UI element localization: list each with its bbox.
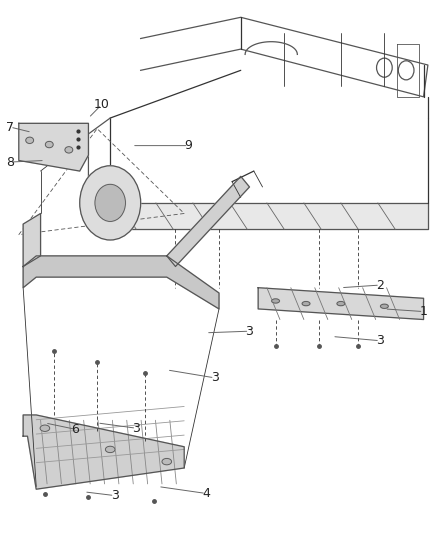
Polygon shape [23,214,41,266]
Text: 3: 3 [211,372,219,384]
Polygon shape [167,176,250,266]
Ellipse shape [26,137,34,143]
Circle shape [95,184,125,221]
Text: 3: 3 [246,325,254,338]
Text: 9: 9 [184,139,192,152]
Polygon shape [23,256,219,309]
Ellipse shape [272,299,279,303]
Ellipse shape [40,425,49,431]
Polygon shape [19,123,88,171]
Text: 7: 7 [6,120,14,134]
Text: 3: 3 [376,334,384,347]
Text: 2: 2 [376,279,384,292]
Polygon shape [23,415,184,489]
Text: 3: 3 [132,422,140,435]
Text: 6: 6 [71,423,79,436]
Ellipse shape [106,446,115,453]
Ellipse shape [302,302,310,306]
Text: 8: 8 [6,156,14,168]
Text: 1: 1 [420,305,427,318]
Ellipse shape [162,458,172,465]
Circle shape [80,166,141,240]
Ellipse shape [337,302,345,306]
Ellipse shape [381,304,389,309]
Text: 4: 4 [202,487,210,500]
Text: 10: 10 [94,98,110,111]
Polygon shape [258,288,424,319]
Polygon shape [110,203,428,229]
Ellipse shape [46,141,53,148]
Ellipse shape [65,147,73,153]
Text: 3: 3 [111,489,119,502]
